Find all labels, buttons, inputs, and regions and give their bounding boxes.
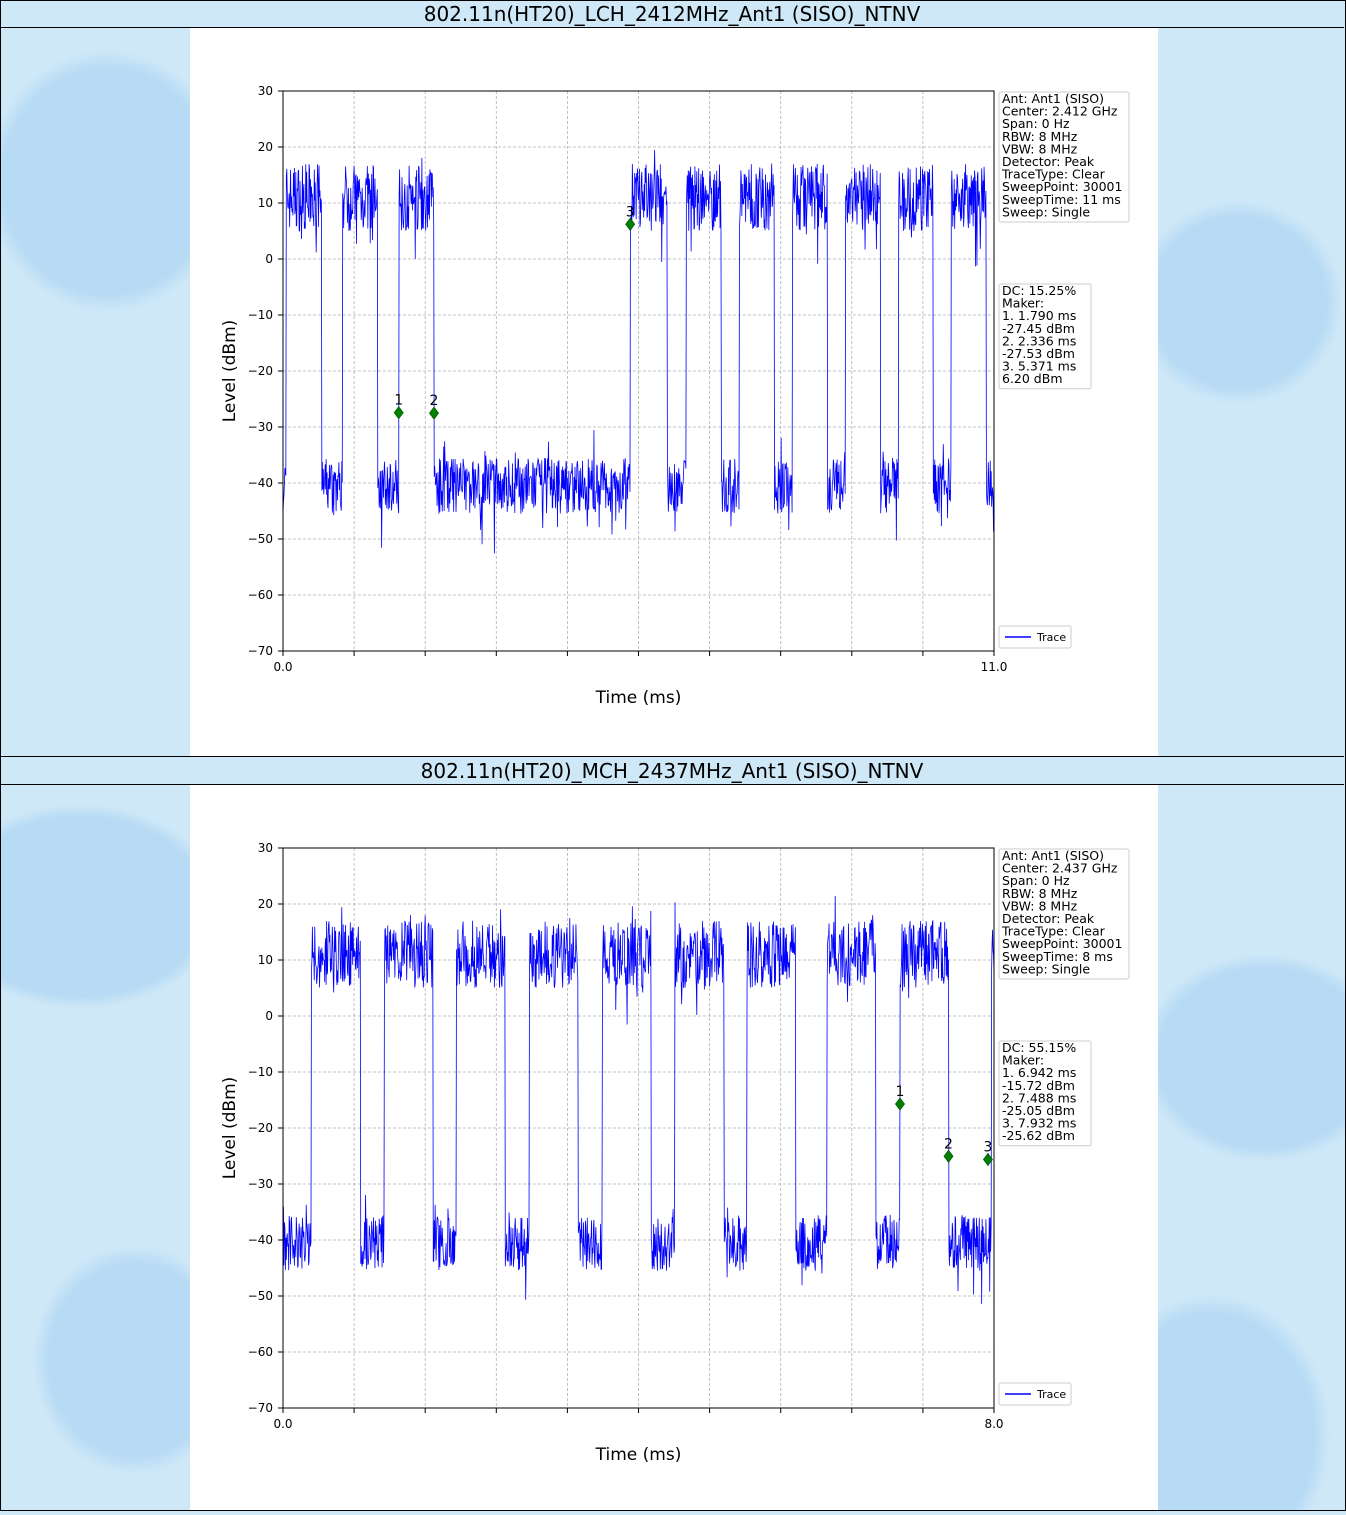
- x-tick-label: 0.0: [273, 660, 292, 674]
- y-tick-label: −40: [248, 476, 273, 490]
- marker-line: 6.20 dBm: [1002, 371, 1063, 386]
- marker-point: [943, 1149, 954, 1163]
- marker-line: -25.62 dBm: [1002, 1128, 1075, 1143]
- chart-title: 802.11n(HT20)_MCH_2437MHz_Ant1 (SISO)_NT…: [0, 757, 1344, 785]
- info-box: [998, 848, 1130, 980]
- chart-title: 802.11n(HT20)_LCH_2412MHz_Ant1 (SISO)_NT…: [0, 0, 1344, 28]
- info-line: SweepPoint: 30001: [1002, 179, 1122, 194]
- marker-point: [982, 1152, 993, 1167]
- y-tick-label: −30: [248, 420, 273, 434]
- marker-line: 2. 7.488 ms: [1002, 1090, 1076, 1105]
- marker-label: 3: [983, 1139, 992, 1155]
- marker-label: 2: [944, 1136, 953, 1152]
- y-tick-label: −70: [248, 1401, 273, 1415]
- marker-line: 3. 7.932 ms: [1002, 1116, 1076, 1131]
- x-tick-label: 11.0: [981, 660, 1008, 674]
- y-tick-label: 20: [258, 140, 273, 154]
- info-line: Center: 2.437 GHz: [1002, 861, 1118, 876]
- marker-line: Maker:: [1002, 1053, 1044, 1068]
- chart-panel: 30 20 10 0 −10 −20 −30 −40 −50 −60 −70 0.0 11.0 Time …: [190, 28, 1158, 756]
- legend-label: Trace: [1036, 1388, 1066, 1401]
- x-axis-label: Time (ms): [595, 1445, 682, 1465]
- marker-point: [625, 217, 636, 231]
- x-tick-label: 8.0: [984, 1417, 1003, 1431]
- chart-panel: 30 20 10 0 −10 −20 −30 −40 −50 −60 −70 0.0 8.0 Time (…: [190, 785, 1158, 1510]
- info-line: Detector: Peak: [1002, 154, 1095, 169]
- y-axis-label: Level (dBm): [220, 1077, 240, 1180]
- marker-line: -25.05 dBm: [1002, 1103, 1075, 1118]
- x-axis-label: Time (ms): [595, 688, 682, 708]
- info-line: Span: 0 Hz: [1002, 873, 1070, 888]
- y-tick-label: −20: [248, 364, 273, 378]
- marker-line: -27.45 dBm: [1002, 321, 1075, 336]
- marker-box: [998, 1040, 1092, 1147]
- info-line: Ant: Ant1 (SISO): [1002, 848, 1104, 863]
- y-tick-label: −40: [248, 1233, 273, 1247]
- y-tick-label: 0: [265, 1009, 273, 1023]
- y-tick-label: −10: [248, 1065, 273, 1079]
- y-tick-label: 10: [258, 196, 273, 210]
- y-tick-label: 30: [258, 841, 273, 855]
- y-tick-label: −50: [248, 532, 273, 546]
- trace-line: [283, 150, 994, 554]
- y-tick-label: 0: [265, 252, 273, 266]
- info-line: Span: 0 Hz: [1002, 116, 1070, 131]
- marker-line: 1. 1.790 ms: [1002, 308, 1076, 323]
- chart-svg-mch: 30 20 10 0 −10 −20 −30 −40 −50 −60 −700.0 8.0 Time (…: [220, 841, 1130, 1465]
- x-tick-label: 0.0: [273, 1417, 292, 1431]
- marker-line: 2. 2.336 ms: [1002, 333, 1076, 348]
- marker-label: 1: [394, 393, 403, 409]
- marker-label: 3: [626, 204, 635, 220]
- marker-box: [998, 283, 1092, 390]
- grid: [283, 91, 994, 656]
- legend-box: [998, 625, 1072, 649]
- info-line: VBW: 8 MHz: [1002, 898, 1078, 913]
- info-line: RBW: 8 MHz: [1002, 129, 1078, 144]
- legend-label: Trace: [1036, 631, 1066, 644]
- marker-line: -15.72 dBm: [1002, 1078, 1075, 1093]
- info-line: RBW: 8 MHz: [1002, 886, 1078, 901]
- marker-point: [428, 406, 439, 420]
- marker-line: 1. 6.942 ms: [1002, 1065, 1076, 1080]
- marker-label: 1: [896, 1084, 905, 1100]
- marker-line: Maker:: [1002, 296, 1044, 311]
- marker-line: DC: 55.15%: [1002, 1040, 1076, 1055]
- info-line: SweepTime: 8 ms: [1002, 949, 1113, 964]
- info-line: SweepPoint: 30001: [1002, 936, 1122, 951]
- marker-point: [894, 1097, 905, 1111]
- info-line: Center: 2.412 GHz: [1002, 104, 1118, 119]
- info-line: TraceType: Clear: [1001, 924, 1106, 939]
- y-tick-label: −60: [248, 1345, 273, 1359]
- marker-line: DC: 15.25%: [1002, 283, 1076, 298]
- info-box: [998, 91, 1130, 223]
- chart-section-lch: 802.11n(HT20)_LCH_2412MHz_Ant1 (SISO)_NT…: [0, 0, 1344, 756]
- info-line: SweepTime: 11 ms: [1002, 192, 1121, 207]
- y-tick-label: −60: [248, 588, 273, 602]
- marker-line: 3. 5.371 ms: [1002, 359, 1076, 374]
- chart-svg-lch: 30 20 10 0 −10 −20 −30 −40 −50 −60 −700.0 11.0 Time …: [220, 84, 1130, 708]
- marker-label: 2: [430, 393, 439, 409]
- info-line: Ant: Ant1 (SISO): [1002, 91, 1104, 106]
- trace-line: [283, 895, 994, 1304]
- y-tick-label: 10: [258, 953, 273, 967]
- y-tick-label: −50: [248, 1289, 273, 1303]
- y-tick-label: −30: [248, 1177, 273, 1191]
- chart-section-mch: 802.11n(HT20)_MCH_2437MHz_Ant1 (SISO)_NT…: [0, 756, 1344, 1512]
- info-line: Detector: Peak: [1002, 911, 1095, 926]
- marker-line: -27.53 dBm: [1002, 346, 1075, 361]
- y-tick-label: −10: [248, 308, 273, 322]
- y-axis-label: Level (dBm): [220, 320, 240, 423]
- y-tick-label: 20: [258, 897, 273, 911]
- info-line: TraceType: Clear: [1001, 167, 1106, 182]
- info-line: Sweep: Single: [1002, 961, 1090, 976]
- legend-box: [998, 1382, 1072, 1406]
- info-line: Sweep: Single: [1002, 204, 1090, 219]
- info-line: VBW: 8 MHz: [1002, 141, 1078, 156]
- marker-point: [393, 406, 404, 420]
- y-tick-label: 30: [258, 84, 273, 98]
- y-tick-label: −70: [248, 644, 273, 658]
- y-tick-label: −20: [248, 1121, 273, 1135]
